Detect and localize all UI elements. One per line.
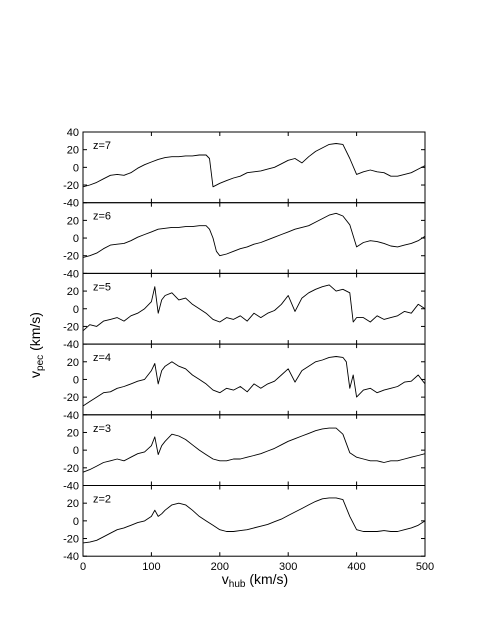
x-tick-label: 400 [347,561,365,573]
panel-frame [82,485,426,557]
y-tick-label: -20 [63,392,79,404]
series-line [82,212,426,258]
y-tick-label: 20 [67,286,79,298]
panel-label: z=2 [93,494,111,506]
x-tick-label: 0 [80,561,86,573]
y-tick-label: 20 [67,145,79,157]
y-tick-label: 0 [73,516,79,528]
y-tick-label: 0 [73,445,79,457]
x-axis-label: vhub (km/s) [222,571,288,590]
y-tick-label: 0 [73,304,79,316]
y-tick-label: 0 [73,162,79,174]
panel-frame [82,343,426,416]
panel-6: -40 -20 0 20 z=2 [63,485,426,563]
y-axis-label: vpec (km/s) [27,312,46,378]
panel-4: -40 -20 0 20 z=4 [63,343,426,422]
x-tick-label: 500 [416,561,434,573]
y-tick-label: 20 [67,215,79,227]
panel-2: -40 -20 0 20 z=6 [63,202,426,280]
y-tick-label: 20 [67,427,79,439]
x-tick-label: 200 [211,561,229,573]
panel-label: z=6 [93,211,111,223]
panel-label: z=4 [93,352,111,364]
y-tick-label: -40 [63,198,79,210]
y-tick-label: -40 [63,339,79,351]
y-tick-label: 20 [67,498,79,510]
series-line [82,356,426,407]
panel-frame [82,414,426,486]
y-tick-label: -20 [63,321,79,333]
y-tick-label: 0 [73,374,79,386]
series-line [82,143,426,188]
y-tick-label: -40 [63,410,79,422]
x-axis-tick-labels: 0 100 200 300 400 500 [80,561,434,573]
y-tick-label: -20 [63,463,79,475]
panel-label: z=3 [93,423,111,435]
series-line [82,284,426,332]
y-tick-label: -20 [63,251,79,263]
panel-1: -40 -20 0 20 40 z=7 [63,127,426,210]
y-tick-label: -40 [63,551,79,563]
y-tick-label: 0 [73,233,79,245]
panel-3: -40 -20 0 20 z=5 [63,272,426,351]
panel-label: z=5 [93,281,111,293]
y-tick-label: -20 [63,534,79,546]
y-tick-label: 20 [67,357,79,369]
y-tick-label: -40 [63,481,79,493]
panel-frame [82,202,426,274]
panel-frame [82,272,426,345]
panel-label: z=7 [93,140,111,152]
x-tick-label: 300 [279,561,297,573]
y-tick-label: 40 [67,127,79,139]
panel-frame [82,131,426,204]
x-tick-label: 100 [142,561,160,573]
series-line [82,427,426,473]
series-line [82,497,426,544]
y-tick-label: -40 [63,268,79,280]
panel-5: -40 -20 0 20 z=3 [63,414,426,493]
y-tick-label: -20 [63,180,79,192]
